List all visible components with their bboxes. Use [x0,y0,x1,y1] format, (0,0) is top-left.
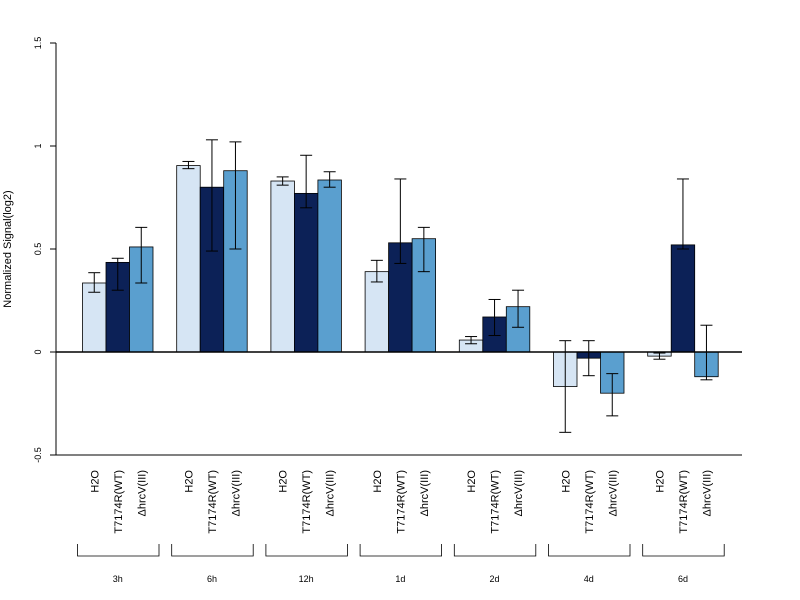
group-labels: 3h 6h 12h 1d 2d 4d 6d [113,574,688,584]
bar [317,179,342,353]
bar-label: ΔhrcV(III) [136,470,148,516]
bar [293,192,319,353]
error-bars [88,139,713,433]
group-label: 3h [113,574,123,584]
y-axis: -0.5 0 0.5 1 1.5 [33,37,57,463]
bar-label: ΔhrcV(III) [230,470,242,516]
bar-label: ΔhrcV(III) [513,470,525,516]
group-bracket [453,544,537,557]
bar [270,180,295,353]
bar-label: T7174R(WT) [113,470,125,534]
bar-label: H2O [183,470,195,493]
bar [364,271,390,353]
bar-label: ΔhrcV(III) [419,470,431,516]
group-label: 2d [490,574,500,584]
bar-label: T7174R(WT) [301,470,313,534]
bar-label: ΔhrcV(III) [325,470,337,516]
group-label: 4d [584,574,594,584]
bar-label: H2O [278,470,290,493]
group-bracket [642,544,725,557]
group-bracket [548,544,631,557]
group-bracket [171,544,254,557]
y-axis-label: Normalized Signal(log2) [2,190,14,307]
y-tick-label: -0.5 [33,447,43,463]
bar-label: H2O [372,470,384,493]
bar-label: H2O [560,470,572,493]
y-tick-label: 1.5 [33,37,43,50]
bar-label: T7174R(WT) [207,470,219,534]
bar-label: T7174R(WT) [490,470,502,534]
bar-labels: H2O T7174R(WT) ΔhrcV(III) H2O T7174R(WT) Δhrc… [89,470,713,534]
group-label: 12h [299,574,314,584]
bar-label: T7174R(WT) [395,470,407,534]
group-brackets [77,544,725,557]
group-bracket [359,544,442,557]
bar-label: ΔhrcV(III) [701,470,713,516]
group-label: 6h [207,574,217,584]
bar [82,282,107,353]
group-label: 6d [678,574,688,584]
group-bracket [77,544,160,557]
y-tick-label: 0 [33,349,43,354]
bar [176,165,201,353]
group-bracket [265,544,348,557]
bar-label: T7174R(WT) [678,470,690,534]
bar-label: H2O [654,470,666,493]
bar-label: ΔhrcV(III) [607,470,619,516]
y-tick-label: 1 [33,143,43,148]
bars [82,165,719,394]
group-label: 1d [395,574,405,584]
bar [670,244,696,353]
bar-label: T7174R(WT) [584,470,596,534]
y-tick-label: 0.5 [33,243,43,256]
bar-label: H2O [466,470,478,493]
bar-label: H2O [89,470,101,493]
